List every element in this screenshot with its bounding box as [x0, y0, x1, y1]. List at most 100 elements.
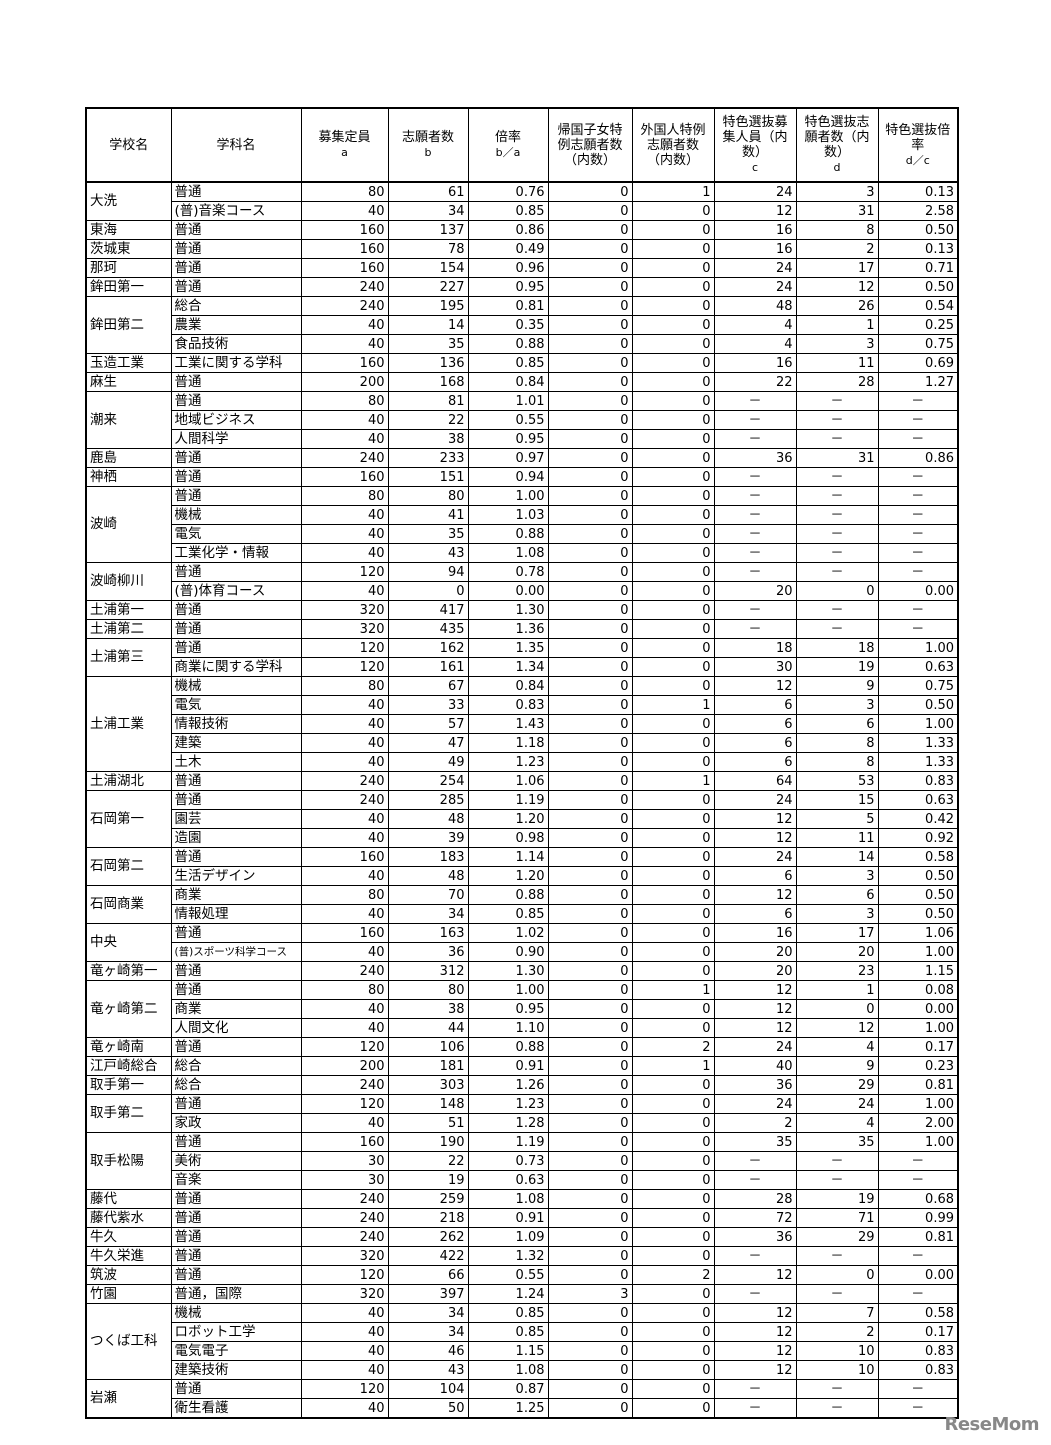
- cell-value: －: [795, 1170, 879, 1190]
- table-row: 鹿島 普通 240 233 0.97 0 0 36 31 0.86: [85, 448, 959, 468]
- cell-value: 0: [631, 1360, 715, 1380]
- cell-value: 0: [547, 410, 633, 430]
- cell-value: －: [795, 619, 879, 639]
- department-name: 普通: [170, 1189, 302, 1209]
- cell-value: 15: [795, 790, 879, 810]
- cell-value: 0.75: [877, 676, 959, 696]
- cell-value: 61: [387, 181, 469, 202]
- cell-value: 0: [631, 885, 715, 905]
- cell-value: 240: [300, 277, 389, 297]
- cell-value: －: [713, 1246, 797, 1266]
- cell-value: 20: [795, 942, 879, 962]
- cell-value: 0.68: [877, 1189, 959, 1209]
- school-name: 岩瀬: [85, 1379, 172, 1419]
- cell-value: 0: [631, 638, 715, 658]
- cell-value: 0.55: [467, 1265, 549, 1285]
- cell-value: 24: [795, 1094, 879, 1114]
- department-name: 家政: [170, 1113, 302, 1133]
- department-name: 造園: [170, 828, 302, 848]
- cell-value: 0.95: [467, 277, 549, 297]
- cell-value: 11: [795, 353, 879, 373]
- cell-value: 0: [547, 1303, 633, 1323]
- school-name: 東海: [85, 220, 172, 240]
- cell-value: 66: [387, 1265, 469, 1285]
- cell-value: 22: [713, 372, 797, 392]
- table-row: 潮来 普通 80 81 1.01 0 0 －－－: [85, 391, 959, 449]
- table-row: 商業に関する学科 120 161 1.34 0 0 30 19 0.63: [86, 657, 959, 677]
- cell-value: 0: [547, 467, 633, 487]
- cell-value: 1.14: [467, 847, 549, 867]
- cell-value: 0: [547, 923, 633, 943]
- cell-value: 36: [713, 1227, 797, 1247]
- cell-value: 40: [300, 581, 389, 601]
- cell-value: 12: [713, 1018, 797, 1038]
- table-row: 土浦第二 普通 320 435 1.36 0 0 －－－: [85, 619, 959, 639]
- cell-value: 14: [387, 315, 469, 335]
- cell-value: 0: [631, 866, 715, 886]
- cell-value: 19: [795, 657, 879, 677]
- cell-value: 0: [547, 695, 633, 715]
- cell-value: 35: [713, 1132, 797, 1152]
- cell-value: 136: [387, 353, 469, 373]
- cell-value: 1: [631, 1056, 715, 1076]
- cell-value: 0: [547, 1018, 633, 1038]
- cell-value: 12: [713, 885, 797, 905]
- table-row: 麻生 普通 200 168 0.84 0 0 22 28 1.27: [85, 372, 959, 392]
- column-header-label: 倍率: [494, 130, 521, 145]
- cell-value: 20: [713, 961, 797, 981]
- cell-value: 1.15: [467, 1341, 549, 1361]
- cell-value: －: [795, 467, 879, 487]
- table-row: 東海 普通 160 137 0.86 0 0 16 8 0.50: [85, 220, 959, 240]
- cell-value: 0: [631, 486, 715, 506]
- cell-value: 181: [387, 1056, 469, 1076]
- cell-value: 0.95: [467, 999, 549, 1019]
- cell-value: －: [877, 486, 959, 506]
- school-name: 茨城東: [85, 239, 172, 259]
- cell-value: 40: [300, 1398, 389, 1419]
- cell-value: －: [877, 505, 959, 525]
- cell-value: 0: [631, 1094, 715, 1114]
- department-name: 普通: [170, 1265, 302, 1285]
- cell-value: 0.69: [877, 353, 959, 373]
- column-header-sub: a: [341, 146, 348, 159]
- cell-value: 50: [387, 1398, 469, 1419]
- cell-value: 6: [713, 695, 797, 715]
- cell-value: 39: [387, 828, 469, 848]
- cell-value: 41: [387, 505, 469, 525]
- cell-value: 0: [631, 1303, 715, 1323]
- cell-value: 24: [713, 181, 797, 202]
- cell-value: 70: [387, 885, 469, 905]
- cell-value: 120: [300, 562, 389, 582]
- cell-value: 0: [631, 1018, 715, 1038]
- cell-value: 72: [713, 1208, 797, 1228]
- department-name: 衛生看護: [170, 1398, 302, 1419]
- cell-value: 397: [387, 1284, 469, 1304]
- department-name: 工業化学・情報: [170, 543, 302, 563]
- cell-value: －: [795, 562, 879, 582]
- table-body: 大洗 普通 80 61 0.76 0 1 24 3 0.13 (普)音楽コース 40 34 0.85 0 0 1…: [85, 181, 959, 1419]
- department-name: 総合: [170, 1075, 302, 1095]
- school-name: 鉾田第一: [85, 277, 172, 297]
- cell-value: 2: [795, 1322, 879, 1342]
- department-name: 商業: [170, 999, 302, 1019]
- cell-value: －: [795, 429, 879, 449]
- table-row: 建築 40 47 1.18 0 0 6 8 1.33: [86, 733, 959, 753]
- cell-value: 161: [387, 657, 469, 677]
- table-row: 竜ヶ崎第一 普通 240 312 1.30 0 0 20 23 1.15: [85, 961, 959, 981]
- cell-value: 1.33: [877, 733, 959, 753]
- school-name: 土浦第二: [85, 619, 172, 639]
- cell-value: －: [713, 562, 797, 582]
- department-name: 普通: [170, 181, 302, 202]
- school-name: 取手第一: [85, 1075, 172, 1095]
- cell-value: 12: [713, 1360, 797, 1380]
- cell-value: 1.06: [467, 771, 549, 791]
- cell-value: 0: [631, 1227, 715, 1247]
- cell-value: 0.85: [467, 201, 549, 221]
- school-name: 玉造工業: [85, 353, 172, 373]
- table-row: 江戸崎総合 総合 200 181 0.91 0 1 40 9 0.23: [85, 1056, 959, 1076]
- cell-value: 0: [631, 999, 715, 1019]
- cell-value: 0: [547, 181, 633, 202]
- table-row: 中央 普通 160 163 1.02 0 0 16 17 1.06: [85, 923, 959, 962]
- cell-value: －: [713, 619, 797, 639]
- cell-value: 0: [547, 1113, 633, 1133]
